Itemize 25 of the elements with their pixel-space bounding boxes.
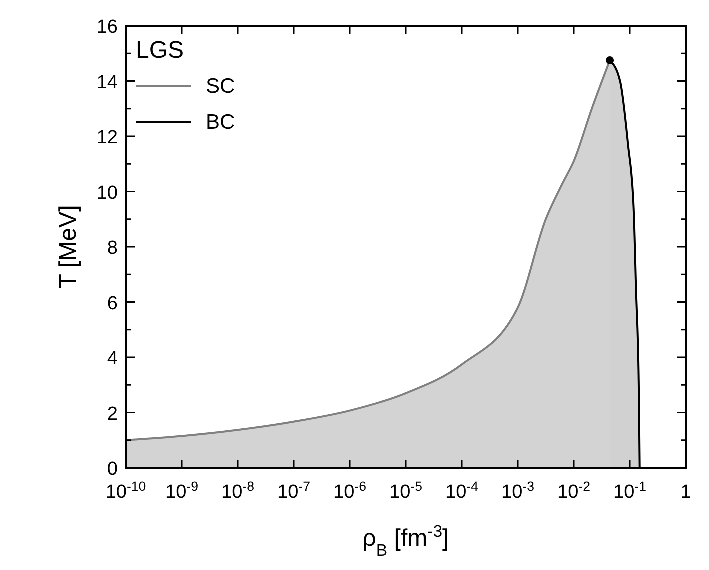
x-tick-label: 10$^{-5}$ — [390, 478, 422, 503]
x-tick-label: 10$^{-3}$ — [502, 478, 534, 503]
y-tick-label: 0 — [107, 459, 118, 480]
x-tick-label: 10$^{-2}$ — [558, 478, 590, 503]
legend-label: BC — [206, 111, 236, 134]
x-axis-title: ρ$_{B}$ [fm$^{-3}$] — [362, 522, 450, 560]
x-tick-label: 10$^{-8}$ — [222, 478, 254, 503]
y-tick-label: 8 — [107, 238, 118, 259]
y-tick-label: 10 — [96, 182, 118, 204]
legend-label: SC — [206, 75, 236, 98]
y-tick-label: 12 — [96, 128, 118, 148]
x-tick-label: 10$^{-1}$ — [614, 478, 646, 503]
x-tick-label: 1 — [680, 482, 692, 503]
y-tick-label: 6 — [107, 293, 118, 314]
y-axis-title: T [MeV] — [55, 205, 82, 289]
legend-title: LGS — [136, 37, 184, 64]
y-tick-label: 4 — [107, 348, 118, 370]
y-tick-label: 16 — [96, 17, 118, 38]
y-tick-label: 14 — [96, 72, 118, 94]
x-tick-label: 10$^{-7}$ — [278, 478, 310, 503]
y-tick-label: 2 — [107, 404, 118, 425]
x-tick-label: 10$^{-10}$ — [106, 478, 146, 503]
x-tick-label: 10$^{-4}$ — [446, 478, 478, 503]
x-tick-label: 10$^{-6}$ — [334, 478, 366, 503]
x-tick-label: 10$^{-9}$ — [166, 478, 198, 503]
